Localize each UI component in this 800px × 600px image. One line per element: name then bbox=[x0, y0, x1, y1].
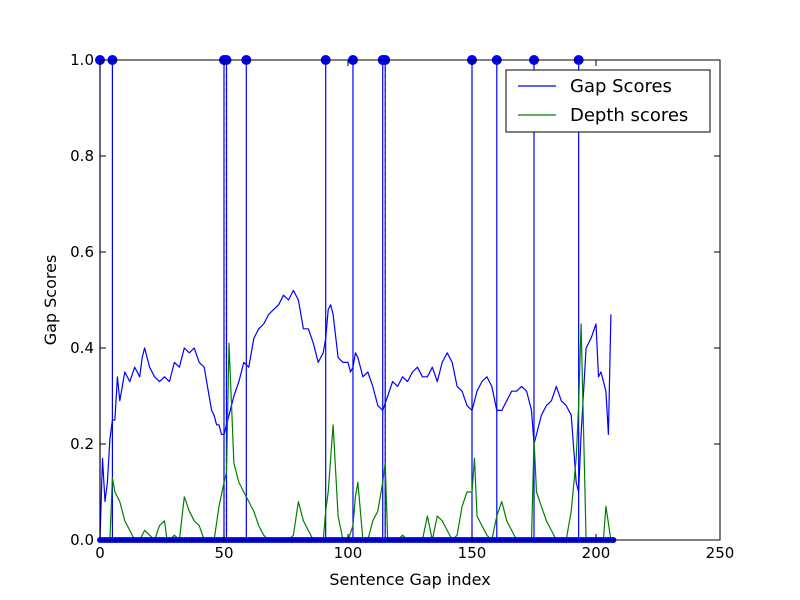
x-tick-label: 200 bbox=[582, 544, 611, 562]
x-tick-label: 100 bbox=[334, 544, 363, 562]
y-tick-label: 1.0 bbox=[70, 51, 94, 69]
y-tick-label: 0.4 bbox=[70, 339, 94, 357]
legend: Gap Scores Depth scores bbox=[505, 69, 711, 133]
y-tick-label: 0.6 bbox=[70, 243, 94, 261]
y-tick-label: 0.0 bbox=[70, 531, 94, 549]
legend-label-gap-scores: Gap Scores bbox=[570, 76, 672, 97]
y-axis: 0.0 0.2 0.4 0.6 0.8 1.0 bbox=[70, 51, 720, 549]
y-tick-label: 0.8 bbox=[70, 147, 94, 165]
series-lines bbox=[99, 289, 612, 541]
plot-background bbox=[100, 60, 720, 540]
x-tick-label: 0 bbox=[95, 544, 105, 562]
legend-box bbox=[505, 69, 711, 133]
x-axis-label: Sentence Gap index bbox=[329, 570, 490, 589]
series-line-depth-scores bbox=[100, 323, 612, 541]
x-tick-label: 150 bbox=[458, 544, 487, 562]
plot-area bbox=[95, 55, 721, 543]
x-tick-label: 250 bbox=[706, 544, 735, 562]
x-tick-label: 50 bbox=[214, 544, 233, 562]
plot-frame bbox=[99, 59, 721, 541]
y-axis-label: Gap Scores bbox=[41, 255, 60, 346]
y-tick-label: 0.2 bbox=[70, 435, 94, 453]
series-line-gap-scores bbox=[99, 289, 612, 541]
x-axis: 0 50 100 150 200 250 bbox=[95, 60, 734, 562]
legend-label-depth-scores: Depth scores bbox=[570, 105, 688, 126]
